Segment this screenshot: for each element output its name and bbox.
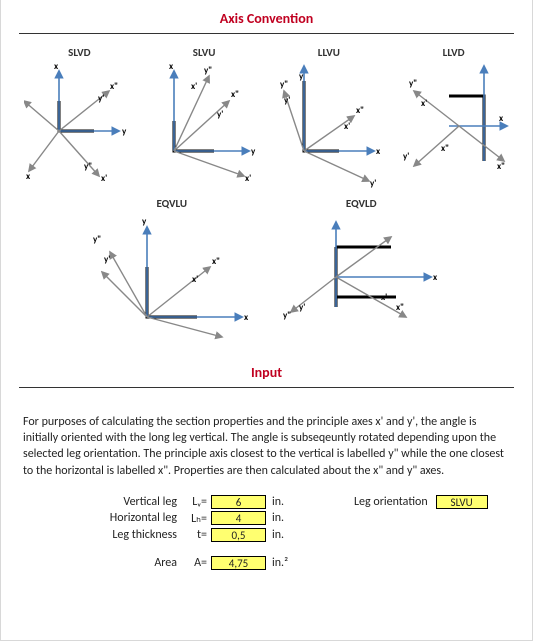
vertical-leg-input[interactable]: 6 [211,495,266,509]
svg-text:x": x" [497,161,505,172]
input-grid: Vertical leg Lᵥ= 6 in. Leg orientation S… [23,495,510,570]
diagram-svg: x y' y" x' x" x" [399,61,509,191]
diagram-label: EQVLD [269,197,455,210]
svg-text:x': x' [245,173,251,184]
svg-text:x': x' [101,173,107,184]
horizontal-leg-sym: Lₕ= [185,511,209,526]
diagram-eqvlu: EQVLU x y y" y' x" x' [79,197,265,346]
svg-text:y: y [122,126,127,137]
svg-text:x": x" [110,81,118,92]
svg-text:y": y" [204,65,212,76]
diagram-llvd: LLVD x y' y" x' x" x" [393,46,514,195]
svg-text:y": y" [409,78,417,89]
svg-text:x': x' [381,292,387,303]
svg-text:x': x' [192,274,198,285]
diagram-slvd: SLVD y x x" y' x' y" x [19,46,140,195]
svg-text:x": x" [356,105,364,116]
diagram-svg: y x y" x' x" y' x' [149,61,259,191]
svg-text:y: y [299,71,304,82]
svg-text:x: x [244,312,249,323]
diagram-svg: x y y" y' x" x' [92,212,252,342]
svg-text:y": y" [93,234,101,245]
svg-text:y: y [142,216,147,227]
diagram-llvu: LLVU x y y" y' x" x' y' [269,46,390,195]
diagram-label: EQVLU [79,197,265,210]
page: Axis Convention SLVD [0,0,533,641]
diagram-eqvld: EQVLD x y" y' x" x' [269,197,455,346]
svg-text:x': x' [344,121,350,132]
diagram-svg: y x x" y' x' y" x [24,61,134,191]
svg-text:y': y' [104,254,110,265]
horizontal-leg-unit: in. [268,511,290,525]
svg-text:x: x [499,113,504,124]
svg-text:x: x [54,61,59,72]
svg-text:y: y [251,146,256,157]
svg-text:x: x [169,61,174,72]
diagram-label: SLVU [144,46,265,59]
axis-convention-title: Axis Convention [19,10,514,27]
leg-thickness-label: Leg thickness [23,528,183,542]
leg-thickness-input[interactable]: 0,5 [211,528,266,542]
input-paragraph: For purposes of calculating the section … [23,414,510,479]
svg-text:x: x [26,171,31,182]
svg-text:y": y" [283,310,291,321]
svg-text:x": x" [396,302,404,313]
area-output: 4,75 [211,556,266,570]
svg-text:x: x [433,272,438,283]
svg-text:y': y' [299,302,305,313]
svg-text:y': y' [217,109,223,120]
svg-text:x: x [376,146,381,157]
svg-text:x": x" [231,89,239,100]
leg-orientation-select[interactable]: SLVU [436,495,488,509]
svg-text:y": y" [84,161,92,172]
input-title: Input [19,364,514,381]
svg-text:y': y' [98,93,104,104]
diagram-label: LLVU [269,46,390,59]
diagram-slvu: SLVU y x y" x' x" y' x' [144,46,265,195]
diagram-label: LLVD [393,46,514,59]
area-unit: in.² [268,556,290,570]
vertical-leg-label: Vertical leg [23,495,183,509]
diagrams-row-2: EQVLU x y y" y' x" x' EQVLD [79,197,454,346]
svg-text:y': y' [370,178,376,189]
svg-text:x': x' [421,98,427,109]
area-label: Area [23,556,183,570]
leg-thickness-unit: in. [268,528,290,542]
input-rule [19,387,514,388]
horizontal-leg-input[interactable]: 4 [211,511,266,525]
svg-text:x': x' [191,81,197,92]
axis-rule [19,33,514,34]
diagram-label: SLVD [19,46,140,59]
leg-thickness-sym: t= [185,528,209,542]
diagram-svg: x y" y' x" x' [281,212,441,342]
diagrams-row-1: SLVD y x x" y' x' y" x [19,46,514,195]
vertical-leg-sym: Lᵥ= [185,495,209,509]
svg-text:y': y' [284,95,290,106]
svg-text:x": x" [212,256,220,267]
horizontal-leg-label: Horizontal leg [23,511,183,525]
vertical-leg-unit: in. [268,495,290,509]
leg-orientation-label: Leg orientation [354,495,432,509]
svg-text:x": x" [441,143,449,154]
diagram-svg: x y y" y' x" x' y' [274,61,384,191]
svg-text:y': y' [403,151,409,162]
svg-text:y": y" [280,79,288,90]
area-sym: A= [185,556,209,570]
